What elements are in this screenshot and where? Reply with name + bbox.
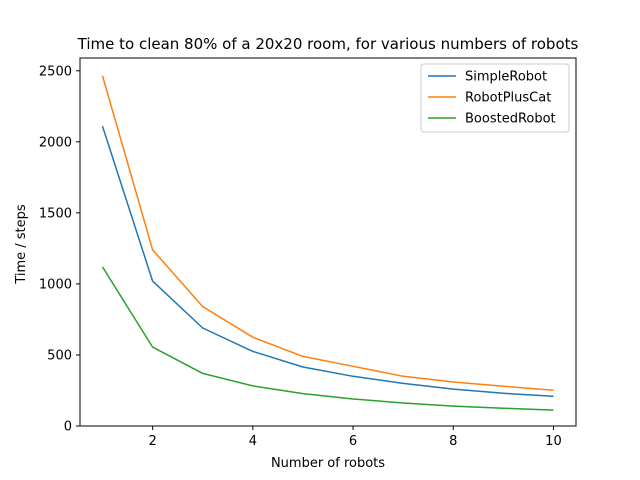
chart-title: Time to clean 80% of a 20x20 room, for v… [77, 35, 579, 53]
series-line-robotpluscat [101, 75, 554, 391]
y-tick-label: 2500 [39, 64, 72, 79]
x-tick-label: 4 [249, 434, 257, 449]
y-tick-label: 500 [47, 348, 72, 363]
y-tick-label: 1500 [39, 206, 72, 221]
legend-label: BoostedRobot [465, 112, 556, 127]
y-tick-label: 2000 [39, 135, 72, 150]
x-axis-label: Number of robots [271, 456, 385, 471]
series-line-simplerobot [101, 125, 554, 397]
plot-frame [79, 57, 577, 427]
legend-box [420, 63, 570, 133]
y-tick-label: 1000 [39, 277, 72, 292]
y-axis-ticks: 0 500 1000 1500 2000 2500 [39, 64, 80, 435]
legend: SimpleRobot RobotPlusCat BoostedRobot [420, 63, 570, 133]
x-tick-label: 8 [449, 434, 457, 449]
series-layer [101, 75, 554, 411]
series-line-boostedrobot [101, 266, 554, 411]
legend-label: RobotPlusCat [465, 91, 551, 106]
x-tick-label: 6 [349, 434, 357, 449]
x-axis-ticks: 2 4 6 8 10 [149, 426, 562, 449]
legend-label: SimpleRobot [465, 70, 547, 85]
y-axis-label: Time / steps [14, 204, 29, 285]
y-tick-label: 0 [64, 420, 72, 435]
x-tick-label: 10 [545, 434, 562, 449]
x-tick-label: 2 [149, 434, 157, 449]
plot-area [79, 57, 577, 427]
